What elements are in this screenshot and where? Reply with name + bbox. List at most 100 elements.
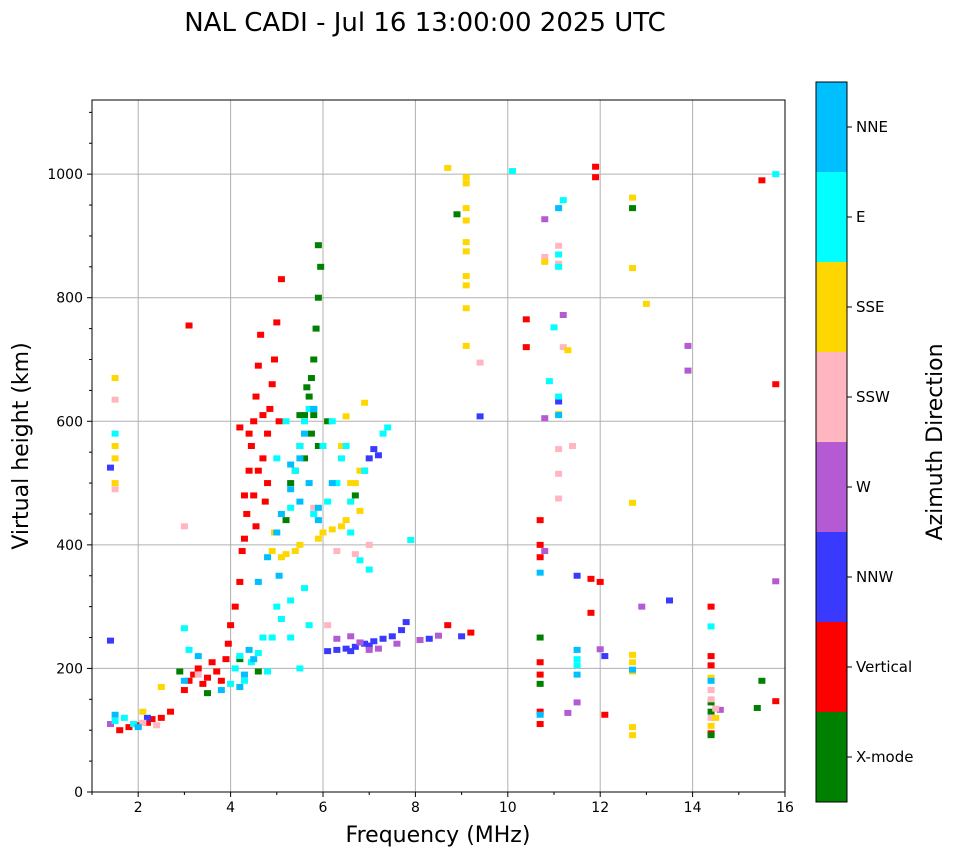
data-point-e <box>573 662 581 669</box>
data-point-ssw <box>180 523 188 530</box>
data-point-e <box>305 405 313 412</box>
data-point-vertical <box>772 698 780 705</box>
data-point-w <box>106 721 114 728</box>
data-point-nne <box>287 486 295 493</box>
data-point-e <box>324 498 332 505</box>
data-point-sse <box>629 194 637 201</box>
data-point-sse <box>361 399 369 406</box>
data-point-vertical <box>270 356 278 363</box>
data-point-e <box>328 418 336 425</box>
colorbar-segment-ssw <box>816 352 847 442</box>
data-point-nne <box>314 504 322 511</box>
colorbar-segment-sse <box>816 262 847 352</box>
data-point-nnw <box>458 633 466 640</box>
data-point-vertical <box>257 331 265 338</box>
chart-title: NAL CADI - Jul 16 13:00:00 2025 UTC <box>184 8 666 38</box>
data-point-x-mode <box>629 205 637 212</box>
data-point-vertical <box>259 455 267 462</box>
data-point-sse <box>707 722 715 729</box>
data-point-sse <box>642 300 650 307</box>
data-point-e <box>259 634 267 641</box>
data-point-sse <box>462 174 470 181</box>
data-point-vertical <box>250 492 258 499</box>
data-point-vertical <box>264 480 272 487</box>
data-point-x-mode <box>310 356 318 363</box>
data-point-e <box>111 717 119 724</box>
colorbar-frame <box>815 81 848 803</box>
data-point-vertical <box>148 716 156 723</box>
data-point-vertical <box>143 719 151 726</box>
data-point-e <box>347 529 355 536</box>
data-point-x-mode <box>536 680 544 687</box>
data-point-e <box>185 646 193 653</box>
data-point-nnw <box>398 627 406 634</box>
data-point-nne <box>305 480 313 487</box>
data-point-ssw <box>559 344 567 351</box>
data-point-nnw <box>347 648 355 655</box>
data-point-x-mode <box>453 211 461 218</box>
data-point-sse <box>444 164 452 171</box>
data-point-vertical <box>273 319 281 326</box>
data-point-nnw <box>365 455 373 462</box>
colorbar-segment-e <box>816 172 847 262</box>
colorbar-tick-label: E <box>856 208 865 226</box>
data-point-e <box>333 480 341 487</box>
data-point-nne <box>296 455 304 462</box>
data-point-sse <box>282 551 290 558</box>
data-point-sse <box>707 674 715 681</box>
data-point-w <box>333 635 341 642</box>
data-point-ssw <box>324 622 332 629</box>
data-point-nne <box>328 480 336 487</box>
data-point-ssw <box>194 671 202 678</box>
data-point-ssw <box>139 719 147 726</box>
data-point-nnw <box>666 597 673 604</box>
data-point-nnw <box>402 619 410 626</box>
y-axis-ticks: 0 200 400 600 800 1000 <box>47 111 92 801</box>
data-point-sse <box>351 480 359 487</box>
colorbar-label: Azimuth Direction <box>923 343 948 540</box>
data-point-vertical <box>275 418 283 425</box>
data-point-x-mode <box>282 517 290 524</box>
data-point-sse <box>462 239 470 246</box>
data-point-sse <box>629 732 637 739</box>
data-point-sse <box>462 248 470 255</box>
x-tick-label: 16 <box>776 800 794 816</box>
data-point-sse <box>111 443 119 449</box>
data-point-ssw <box>707 687 715 694</box>
data-point-sse <box>342 413 350 420</box>
data-point-sse <box>462 217 470 224</box>
data-point-ssw <box>707 696 715 703</box>
colorbar-segment-x-mode <box>816 712 847 802</box>
data-point-nne <box>194 653 202 660</box>
data-point-sse <box>462 305 470 312</box>
data-point-ssw <box>310 504 318 511</box>
data-point-nnw <box>361 640 369 647</box>
data-point-x-mode <box>287 480 295 487</box>
data-point-vertical <box>536 554 544 561</box>
data-point-nnw <box>106 464 114 471</box>
data-point-ssw <box>111 396 119 403</box>
data-point-e <box>254 649 262 656</box>
data-point-w <box>573 699 581 706</box>
data-point-sse <box>111 375 119 382</box>
data-point-sse <box>629 659 637 666</box>
data-point-x-mode <box>310 412 318 419</box>
data-point-vertical <box>247 443 255 449</box>
data-point-e <box>305 622 313 629</box>
data-point-vertical <box>252 393 260 400</box>
x-tick-label: 2 <box>134 800 143 816</box>
data-point-vertical <box>227 622 235 629</box>
data-point-nnw <box>425 635 433 642</box>
data-point-e <box>236 653 244 660</box>
data-point-vertical <box>277 276 285 283</box>
data-point-e <box>231 665 239 672</box>
data-point-vertical <box>238 548 246 555</box>
data-point-sse <box>277 554 285 561</box>
data-point-vertical <box>167 708 175 715</box>
data-point-nne <box>314 517 322 524</box>
data-point-nne <box>250 656 258 663</box>
data-point-x-mode <box>351 492 359 499</box>
data-point-vertical <box>592 174 600 181</box>
data-point-vertical <box>157 714 165 721</box>
data-point-sse <box>337 523 345 530</box>
